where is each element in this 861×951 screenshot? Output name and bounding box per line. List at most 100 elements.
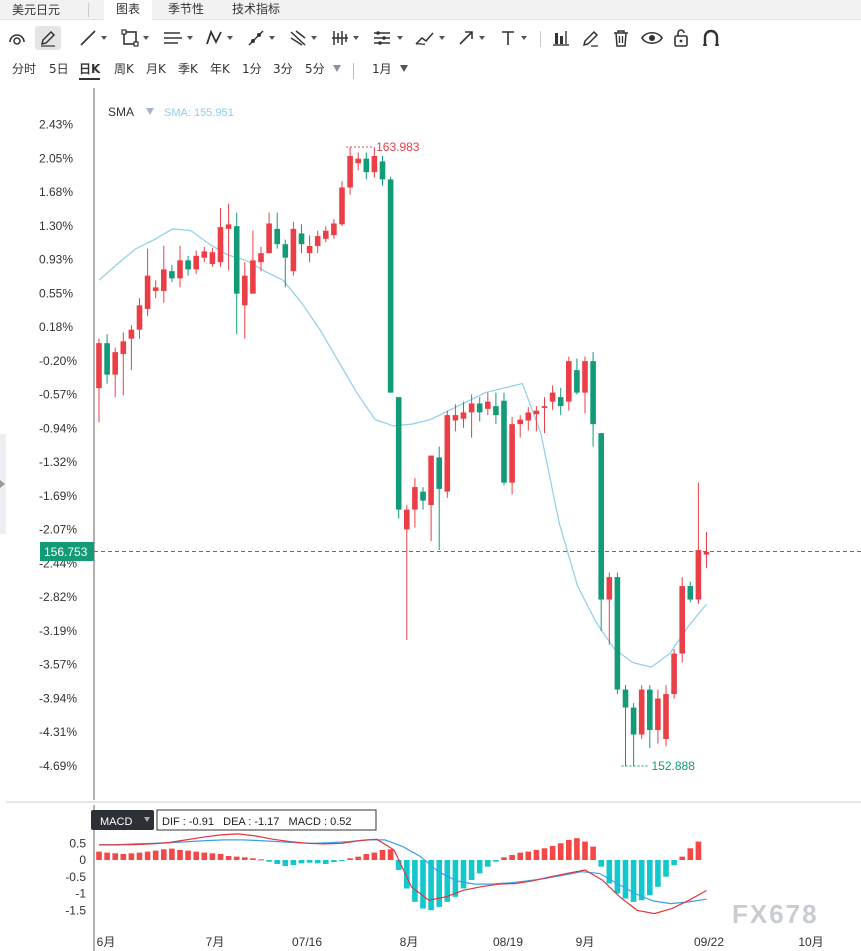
arrow-icon[interactable] bbox=[456, 26, 485, 50]
x-axis-label: 10月 bbox=[798, 935, 823, 949]
period-1min[interactable]: 1分 bbox=[242, 62, 262, 76]
y-axis-label: 1.30% bbox=[39, 219, 73, 233]
macd-label: MACD bbox=[100, 816, 132, 828]
bars-icon[interactable] bbox=[330, 26, 359, 50]
macd-dropdown-icon[interactable] bbox=[144, 817, 150, 822]
rectangle-icon[interactable] bbox=[120, 26, 149, 50]
macd-label-box[interactable] bbox=[91, 810, 154, 830]
candle bbox=[363, 152, 370, 180]
sma-dropdown-icon[interactable] bbox=[146, 108, 154, 115]
macd-bar bbox=[104, 852, 110, 860]
macd-bar bbox=[217, 853, 224, 860]
eye-icon[interactable] bbox=[640, 26, 664, 50]
macd-bar bbox=[428, 860, 434, 911]
macd-bar bbox=[201, 852, 208, 860]
macd-bar bbox=[225, 855, 232, 860]
candle bbox=[687, 581, 694, 603]
macd-bar bbox=[250, 858, 256, 860]
fibonacci-icon[interactable] bbox=[246, 26, 275, 50]
macd-bar bbox=[598, 860, 604, 867]
macd-chart[interactable]: 0.5 0 -0.5 -1 -1.5 MACD DIF : -0.91 DEA : -1… bbox=[0, 805, 861, 951]
candle bbox=[476, 397, 483, 422]
candlestick-chart[interactable]: 2.43% 2.05% 1.68% 1.30% 0.93% 0.55% 0.18% -0.20… bbox=[0, 88, 861, 800]
channel-icon[interactable] bbox=[162, 26, 193, 50]
macd-bar bbox=[574, 838, 580, 860]
period-quarterly[interactable]: 季K bbox=[178, 62, 198, 76]
period-monthly[interactable]: 月K bbox=[146, 62, 166, 76]
tab-chart[interactable]: 图表 bbox=[104, 0, 153, 20]
x-axis-label: 07/16 bbox=[292, 935, 322, 949]
x-axis-label: 09/22 bbox=[694, 935, 724, 949]
edit-icon[interactable] bbox=[580, 26, 602, 50]
dea-line bbox=[98, 839, 707, 905]
macd-bar bbox=[404, 860, 410, 889]
macd-bar bbox=[476, 860, 483, 874]
period-daily[interactable]: 日K bbox=[79, 60, 101, 80]
gann-icon[interactable] bbox=[288, 26, 317, 50]
range-selector[interactable]: 1月 bbox=[372, 62, 392, 76]
line-icon[interactable] bbox=[78, 26, 107, 50]
expand-arrow-icon[interactable] bbox=[0, 480, 5, 488]
trash-icon[interactable] bbox=[610, 26, 632, 50]
y-axis-label: -2.07% bbox=[39, 523, 77, 537]
period-3min[interactable]: 3分 bbox=[273, 62, 293, 76]
y-axis-label: -3.94% bbox=[39, 691, 77, 705]
macd-bar bbox=[493, 860, 499, 862]
macd-bar bbox=[258, 859, 264, 861]
macd-bar bbox=[128, 853, 135, 860]
macd-bar bbox=[298, 860, 305, 864]
candle bbox=[201, 246, 208, 263]
brush-icon[interactable] bbox=[414, 26, 445, 50]
text-icon[interactable] bbox=[498, 26, 527, 50]
candle bbox=[679, 577, 685, 663]
x-axis-label: 6月 bbox=[97, 935, 116, 949]
macd-bar bbox=[452, 860, 459, 897]
macd-bar bbox=[444, 860, 451, 902]
tab-seasonality[interactable]: 季节性 bbox=[168, 2, 205, 16]
macd-bar bbox=[339, 860, 345, 861]
bar-chart-icon[interactable] bbox=[550, 26, 572, 50]
measure-icon[interactable] bbox=[372, 26, 403, 50]
magnet-icon[interactable] bbox=[6, 26, 28, 50]
sma-value: SMA: 155.951 bbox=[164, 107, 234, 119]
period-5min[interactable]: 5分 bbox=[305, 62, 325, 76]
candle bbox=[614, 572, 621, 695]
magnet-u-icon[interactable] bbox=[700, 26, 722, 50]
macd-bar bbox=[436, 860, 442, 907]
macd-bar bbox=[363, 853, 370, 860]
candle bbox=[258, 246, 264, 272]
macd-bar bbox=[193, 851, 199, 860]
macd-bar bbox=[525, 851, 532, 860]
candle bbox=[663, 685, 669, 747]
pencil-icon[interactable] bbox=[35, 26, 61, 50]
pattern-icon[interactable] bbox=[204, 26, 233, 50]
more-periods-dropdown-icon[interactable] bbox=[333, 65, 341, 72]
candle bbox=[493, 392, 499, 425]
period-yearly[interactable]: 年K bbox=[210, 62, 230, 76]
period-weekly[interactable]: 周K bbox=[114, 62, 134, 76]
y-axis-label: -4.69% bbox=[39, 759, 77, 773]
lock-icon[interactable] bbox=[670, 26, 692, 50]
period-separator bbox=[353, 63, 354, 79]
macd-bar bbox=[566, 839, 572, 860]
candle bbox=[444, 410, 451, 498]
period-5day[interactable]: 5日 bbox=[49, 62, 69, 76]
candle bbox=[436, 446, 442, 551]
range-dropdown-icon[interactable] bbox=[400, 65, 408, 72]
macd-bar bbox=[112, 853, 118, 860]
candle bbox=[582, 356, 588, 414]
period-timeshare[interactable]: 分时 bbox=[12, 62, 37, 76]
macd-bar bbox=[638, 860, 645, 901]
macd-bar bbox=[460, 860, 467, 889]
candle bbox=[630, 703, 637, 767]
y-axis-label: -4.31% bbox=[39, 725, 77, 739]
tab-technical-indicators[interactable]: 技术指标 bbox=[232, 2, 281, 16]
pane-separator[interactable] bbox=[6, 801, 861, 803]
macd-bar bbox=[177, 849, 183, 860]
symbol-title: 美元日元 bbox=[12, 3, 61, 17]
candle bbox=[671, 649, 677, 699]
candle bbox=[509, 416, 515, 495]
y-axis-label: -0.57% bbox=[39, 388, 77, 402]
macd-legend: MACD DIF : -0.91 DEA : -1.17 MACD : 0.52 bbox=[91, 809, 377, 831]
macd-bar bbox=[622, 860, 629, 899]
